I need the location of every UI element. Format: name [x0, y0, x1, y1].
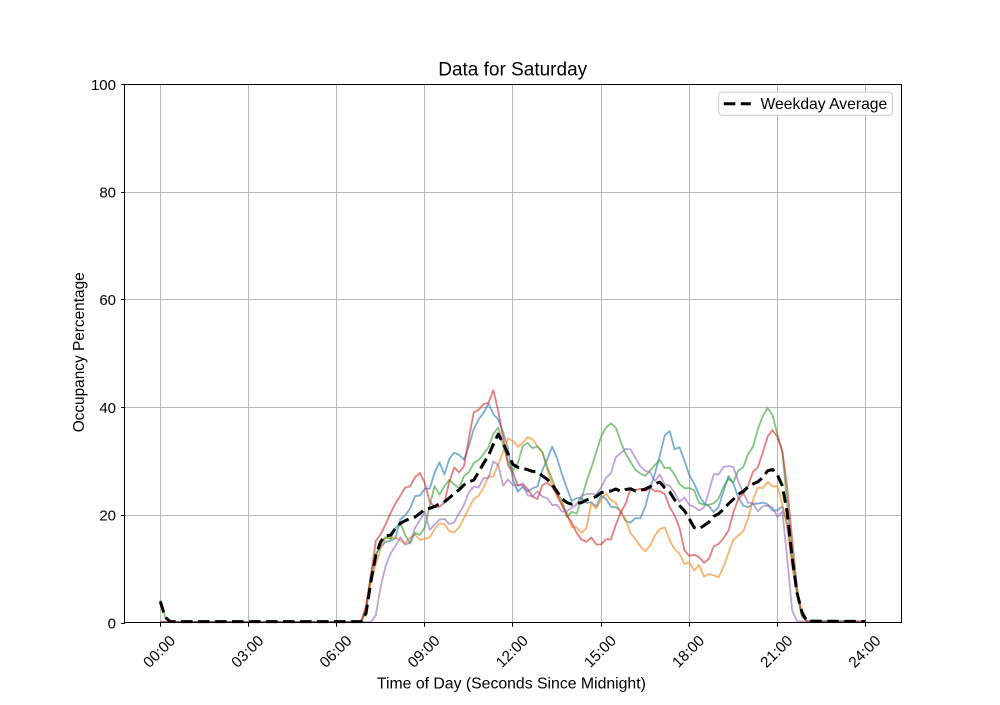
svg-text:Weekday Average: Weekday Average [761, 96, 888, 113]
svg-text:20: 20 [99, 508, 116, 525]
svg-text:80: 80 [99, 185, 116, 202]
svg-text:60: 60 [99, 292, 116, 309]
svg-text:Data for Saturday: Data for Saturday [438, 60, 587, 81]
svg-text:0: 0 [108, 615, 116, 632]
svg-text:Occupancy Percentage: Occupancy Percentage [71, 272, 88, 432]
svg-text:Time of Day (Seconds Since Mid: Time of Day (Seconds Since Midnight) [377, 676, 646, 693]
svg-text:40: 40 [99, 400, 116, 417]
svg-text:100: 100 [91, 77, 116, 94]
